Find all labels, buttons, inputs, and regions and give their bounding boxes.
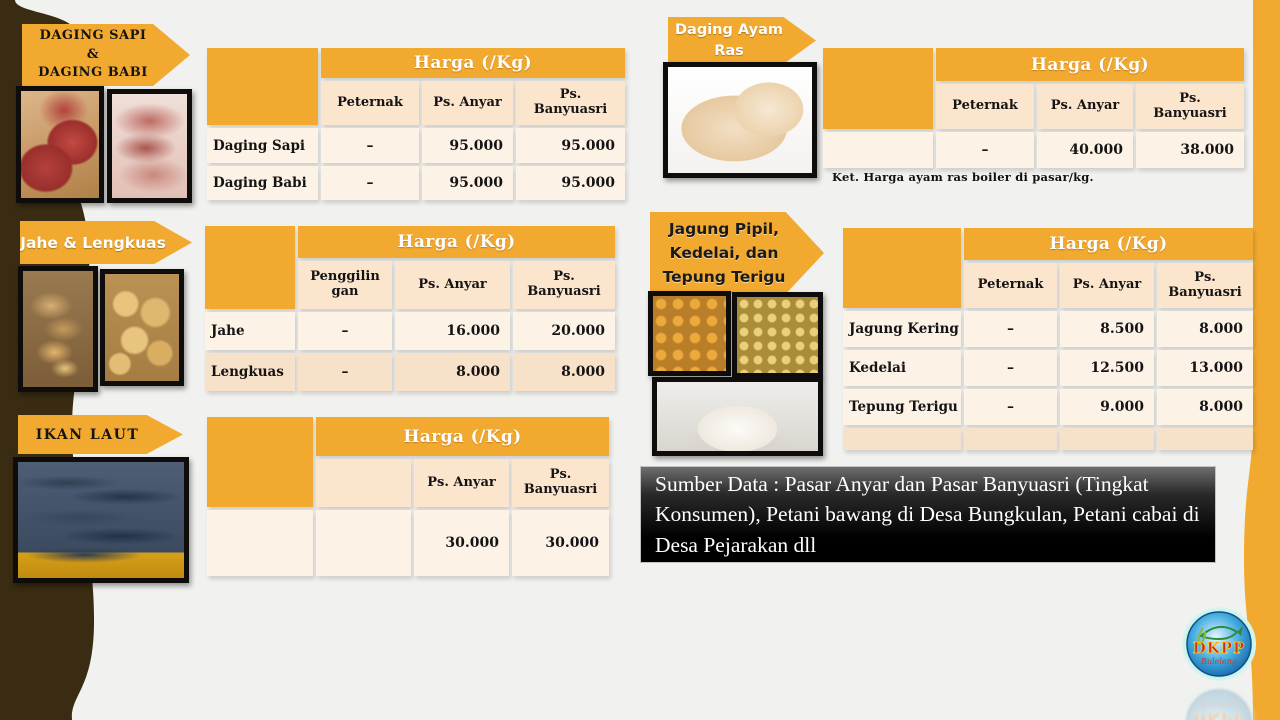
label-arrow-ikan-laut: IKAN LAUT [18,415,183,454]
price-cell: 30.000 [512,510,609,576]
row-label [823,132,933,168]
filler-cell [1157,428,1253,450]
fish-icon [1199,625,1239,641]
table-jahe-lengkuas: Harga (/Kg) Penggilingan Ps. Anyar Ps. Bany… [205,226,615,391]
row-label: Daging Sapi [207,128,318,163]
table-title: Harga (/Kg) [316,417,609,456]
column-header: Ps. Banyuasri [1157,263,1253,308]
price-cell: 13.000 [1157,350,1253,386]
price-cell: 20.000 [513,312,615,350]
pork-photo [107,89,192,203]
column-header: Ps. Banyuasri [516,81,625,125]
label-arrow-jagung-kedelai-terigu: Jagung Pipil, Kedelai, dan Tepung Terigu [650,212,824,294]
table-ikan-laut: Harga (/Kg) Ps. Anyar Ps. Banyuasri 30.000 3… [207,417,609,576]
logo-blue-disc [1186,689,1252,720]
galangal-photo [100,269,184,386]
logo-region: Buleleng [1200,700,1237,709]
filler-cell [843,428,961,450]
price-cell: 30.000 [414,510,509,576]
price-cell: – [298,353,392,391]
corn-photo [648,291,731,376]
table-daging-sapi-babi: Harga (/Kg) Peternak Ps. Anyar Ps. Banyuasr… [207,48,625,200]
logo-acronym: DKPP [1193,639,1246,657]
price-cell: – [964,311,1057,347]
price-cell: 8.000 [513,353,615,391]
price-cell: 12.500 [1060,350,1154,386]
beef-photo [16,86,104,203]
label-arrow-daging-ayam-ras: Daging Ayam Ras [668,17,816,64]
price-cell: 95.000 [422,166,513,200]
ginger-photo [18,266,98,392]
table-corner-cell [207,417,313,507]
column-header: Ps. Anyar [422,81,513,125]
label-arrow-jahe-lengkuas: Jahe & Lengkuas [20,221,192,264]
row-label: Tepung Terigu [843,389,961,425]
price-cell: – [964,389,1057,425]
price-cell: – [298,312,392,350]
logo-region: Buleleng [1200,657,1237,666]
price-cell: – [964,350,1057,386]
price-cell: 8.000 [1157,311,1253,347]
row-label: Jagung Kering [843,311,961,347]
price-cell: 95.000 [516,166,625,200]
row-label: Jahe [205,312,295,350]
source-data-box: Sumber Data : Pasar Anyar dan Pasar Bany… [640,466,1216,563]
sea-fish-photo [13,457,189,583]
table-corner-cell [823,48,933,129]
column-header: Ps. Anyar [1060,263,1154,308]
source-data-text: Sumber Data : Pasar Anyar dan Pasar Bany… [655,471,1200,557]
column-header: Penggilingan [298,261,392,309]
column-header [316,459,411,507]
column-header: Peternak [964,263,1057,308]
price-cell: – [321,166,419,200]
soybean-photo [732,292,823,378]
fish-tail-icon [1237,626,1243,636]
chicken-photo [663,62,817,178]
price-cell: 8.000 [395,353,510,391]
dkpp-logo: DKPP Buleleng [1181,606,1257,682]
price-cell: 9.000 [1060,389,1154,425]
table-daging-ayam-ras: Harga (/Kg) Peternak Ps. Anyar Ps. Banyuasr… [823,48,1244,168]
filler-cell [964,428,1057,450]
wheat-icon [1197,627,1206,647]
row-label [207,510,313,576]
column-header: Ps. Anyar [395,261,510,309]
price-cell: 8.000 [1157,389,1253,425]
price-cell: – [321,128,419,163]
column-header: Peternak [321,81,419,125]
column-header: Ps. Banyuasri [513,261,615,309]
row-label: Lengkuas [205,353,295,391]
table-jagung-kedelai-terigu: Harga (/Kg) Peternak Ps. Anyar Ps. Banyuasr… [843,228,1253,450]
price-cell: 38.000 [1136,132,1244,168]
column-header: Peternak [936,84,1034,129]
table-title: Harga (/Kg) [936,48,1244,81]
price-cell [316,510,411,576]
price-cell: 8.500 [1060,311,1154,347]
dkpp-logo-reflection: DKPP Buleleng [1181,684,1257,720]
price-cell: 95.000 [422,128,513,163]
row-label: Daging Babi [207,166,318,200]
table-title: Harga (/Kg) [964,228,1253,260]
table-corner-cell [843,228,961,308]
filler-cell [1060,428,1154,450]
column-header: Ps. Banyuasri [1136,84,1244,129]
column-header: Ps. Anyar [1037,84,1133,129]
table-corner-cell [205,226,295,309]
table-title: Harga (/Kg) [321,48,625,78]
logo-acronym: DKPP [1193,709,1246,720]
table-title: Harga (/Kg) [298,226,615,258]
flour-photo [652,377,823,456]
price-cell: 95.000 [516,128,625,163]
price-cell: – [936,132,1034,168]
price-cell: 16.000 [395,312,510,350]
price-cell: 40.000 [1037,132,1133,168]
ayam-price-note: Ket. Harga ayam ras boiler di pasar/kg. [832,170,1094,184]
column-header: Ps. Anyar [414,459,509,507]
label-arrow-daging-sapi-babi: DAGING SAPI & DAGING BABI [22,24,190,86]
row-label: Kedelai [843,350,961,386]
column-header: Ps. Banyuasri [512,459,609,507]
table-corner-cell [207,48,318,125]
